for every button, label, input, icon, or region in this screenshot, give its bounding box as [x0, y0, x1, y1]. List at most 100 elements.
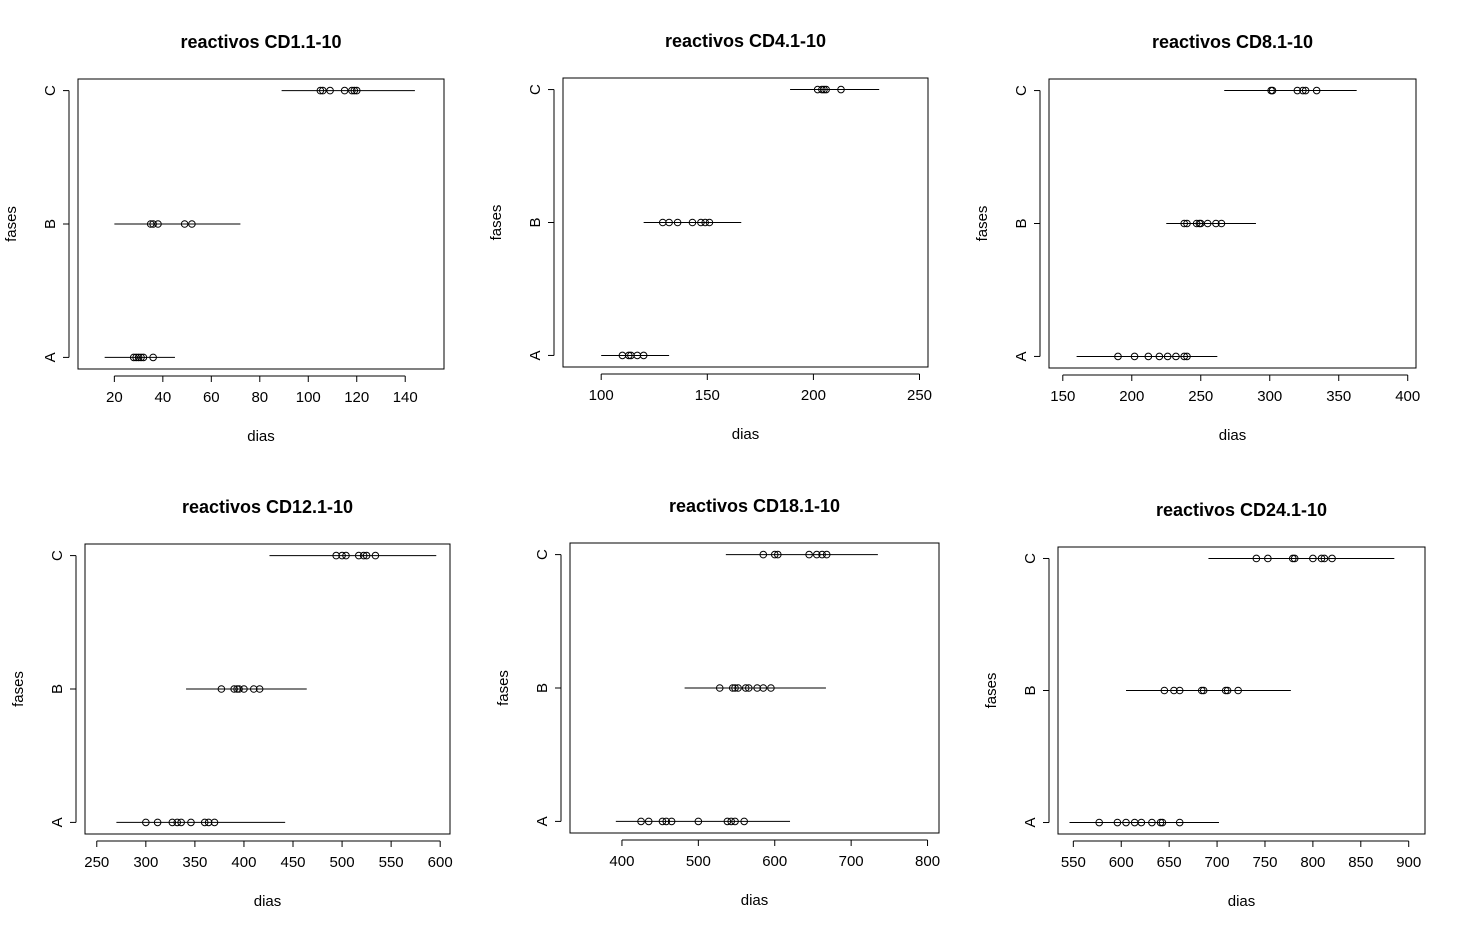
data-point-B [688, 218, 697, 227]
y-axis-label: fases [488, 205, 505, 241]
data-point-A [200, 818, 209, 827]
data-point-A [1180, 352, 1189, 361]
x-tick-label: 400 [1395, 388, 1420, 405]
data-point-C [812, 550, 821, 559]
data-point-A [173, 818, 182, 827]
data-point-B [1197, 686, 1206, 695]
data-point-B [217, 685, 226, 693]
x-tick-label: 800 [1300, 854, 1325, 871]
data-point-B [230, 685, 238, 693]
y-axis-label: fases [983, 673, 1000, 709]
chart-panel-4: reactivos CD12.1-10 250 300 350 400 450 500 550… [10, 497, 453, 910]
data-point-B [673, 218, 682, 227]
x-tick-label: 200 [1119, 388, 1144, 405]
data-point-C [359, 551, 368, 560]
data-point-C [362, 551, 371, 560]
y-tick-label: C [527, 84, 544, 95]
data-point-C [1320, 554, 1329, 563]
data-point-A [667, 817, 676, 826]
data-point-C [774, 550, 782, 559]
data-point-C [1268, 86, 1277, 95]
data-point-A [1144, 352, 1153, 361]
data-point-A [658, 817, 667, 826]
data-point-A [1156, 818, 1165, 827]
y-tick-label: C [1022, 553, 1039, 564]
x-tick-label: 400 [609, 853, 634, 870]
data-point-C [316, 86, 325, 95]
y-axis-label: fases [10, 671, 27, 707]
data-point-B [734, 684, 742, 692]
data-point-B [149, 220, 157, 228]
data-point-B [249, 685, 258, 693]
x-tick-label: 40 [154, 389, 171, 406]
x-tick-label: 400 [231, 854, 256, 871]
y-tick-label: A [1022, 818, 1039, 828]
data-point-B [731, 684, 739, 692]
y-axis-label: fases [974, 206, 991, 242]
data-point-C [1309, 554, 1317, 563]
data-point-C [352, 86, 361, 95]
x-tick-label: 550 [1061, 854, 1086, 871]
data-point-A [149, 353, 157, 362]
data-point-A [142, 818, 150, 827]
x-tick-label: 500 [686, 853, 711, 870]
chart-title: reactivos CD8.1-10 [1152, 32, 1313, 52]
data-point-C [1252, 554, 1261, 563]
data-point-A [187, 818, 195, 827]
x-tick-label: 300 [1257, 388, 1282, 405]
data-point-C [1299, 86, 1307, 95]
data-point-C [822, 85, 830, 94]
data-point-C [822, 550, 831, 559]
data-point-A [139, 353, 148, 362]
x-tick-label: 250 [1188, 388, 1213, 405]
data-point-B [759, 684, 768, 692]
y-tick-label: C [534, 549, 551, 560]
plot-frame [84, 543, 451, 835]
data-point-C [326, 86, 334, 95]
chart-panel-2: reactivos CD4.1-10 100 150 200 250 dias A B Cfas… [488, 31, 932, 443]
data-point-C [338, 551, 346, 560]
x-tick-label: 100 [296, 389, 321, 406]
x-tick-label: 700 [1205, 854, 1230, 871]
data-point-B [728, 684, 737, 692]
x-tick-label: 80 [251, 389, 268, 406]
data-point-B [255, 685, 264, 693]
y-tick-label: B [534, 683, 551, 693]
data-point-A [1130, 352, 1139, 361]
chart-title: reactivos CD12.1-10 [182, 497, 353, 517]
y-axis-label: fases [3, 206, 20, 242]
data-point-B [235, 685, 243, 693]
data-point-A [639, 351, 648, 360]
x-tick-label: 250 [84, 854, 109, 871]
data-point-C [837, 85, 845, 94]
plot-frame [562, 77, 929, 368]
x-tick-label: 750 [1252, 854, 1277, 871]
x-tick-label: 550 [379, 854, 404, 871]
x-tick-label: 120 [344, 389, 369, 406]
y-axis-label: fases [495, 670, 512, 706]
x-axis-label: dias [1219, 427, 1247, 444]
data-point-A [204, 818, 213, 827]
y-tick-label: B [1022, 685, 1039, 695]
data-point-A [132, 353, 140, 362]
data-point-C [1264, 554, 1272, 563]
data-point-A [694, 817, 703, 826]
x-tick-label: 60 [203, 389, 220, 406]
data-point-B [741, 684, 750, 692]
data-point-C [759, 550, 768, 559]
x-tick-label: 900 [1396, 854, 1421, 871]
x-tick-label: 200 [801, 387, 826, 404]
data-point-B [1170, 686, 1178, 695]
data-point-C [354, 551, 363, 560]
data-point-A [1163, 352, 1172, 361]
chart-title: reactivos CD18.1-10 [669, 496, 840, 516]
data-point-B [715, 684, 724, 692]
data-point-A [644, 817, 653, 826]
data-point-B [188, 220, 196, 228]
x-tick-label: 20 [106, 389, 123, 406]
plot-frame [1057, 546, 1426, 835]
data-point-C [342, 551, 350, 560]
data-point-A [1148, 818, 1156, 827]
x-tick-label: 650 [1157, 854, 1182, 871]
data-point-C [1301, 86, 1310, 95]
